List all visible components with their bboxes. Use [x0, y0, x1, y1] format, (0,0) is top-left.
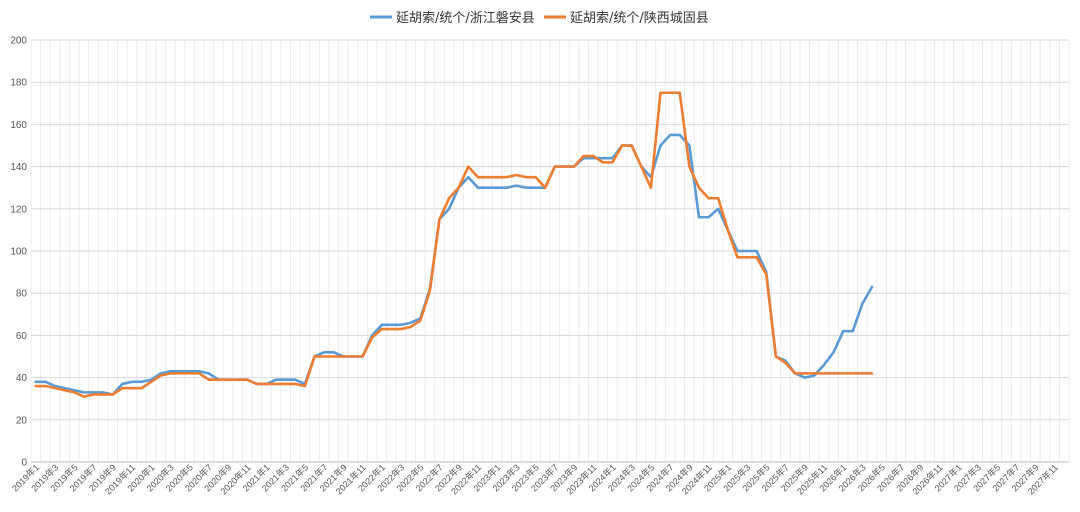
y-tick-label: 0 [21, 458, 27, 469]
legend-label-series-2: 延胡索/统个/陕西城固县 [570, 11, 709, 26]
y-tick-label: 200 [10, 36, 27, 47]
series-layer [34, 91, 874, 398]
series-line-2[interactable] [34, 91, 874, 398]
y-tick-label: 60 [16, 331, 28, 342]
y-tick-label: 120 [10, 204, 27, 215]
y-tick-label: 100 [10, 247, 27, 258]
y-tick-label: 20 [16, 415, 28, 426]
y-tick-label: 160 [10, 120, 27, 131]
legend-label-series-1: 延胡索/统个/浙江磐安县 [396, 11, 535, 26]
y-tick-label: 140 [10, 162, 27, 173]
legend: 延胡索/统个/浙江磐安县 延胡索/统个/陕西城固县 [370, 11, 709, 26]
legend-item-series-2[interactable]: 延胡索/统个/陕西城固县 [544, 11, 709, 26]
legend-item-series-1[interactable]: 延胡索/统个/浙江磐安县 [370, 11, 535, 26]
y-tick-label: 40 [16, 373, 28, 384]
y-tick-label: 80 [16, 289, 28, 300]
y-tick-label: 180 [10, 78, 27, 89]
x-axis-tick-labels: 2019年12019年32019年52019年72019年92019年11202… [9, 462, 1060, 497]
y-axis-tick-labels: 0 20 40 60 80 100 120 140 160 180 200 [10, 36, 27, 469]
